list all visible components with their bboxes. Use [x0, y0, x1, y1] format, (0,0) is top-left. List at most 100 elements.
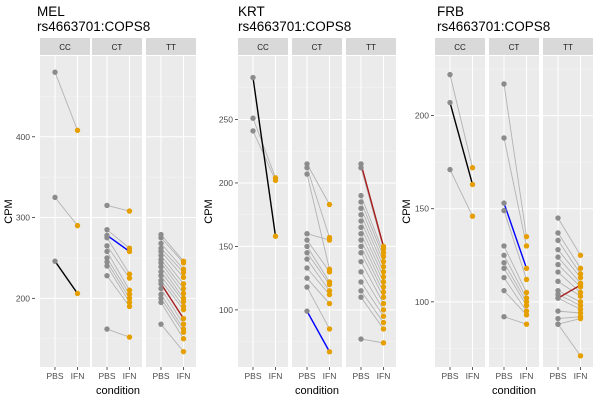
series-line	[360, 252, 384, 298]
series-line	[106, 237, 130, 275]
data-point-ifn	[326, 300, 333, 307]
series-line	[557, 217, 581, 256]
panel-background	[92, 56, 142, 367]
series-line	[106, 265, 130, 303]
series-line	[160, 298, 184, 333]
highlight-line	[360, 163, 385, 247]
data-point-ifn	[180, 321, 187, 327]
data-point-ifn	[380, 319, 387, 326]
series-line	[306, 258, 330, 292]
y-tick-label: 300	[16, 213, 30, 223]
data-point-ifn	[326, 291, 333, 298]
panel-background	[346, 56, 396, 367]
chart-title: FRB	[437, 4, 464, 19]
x-tick-label: IFN	[520, 371, 534, 381]
data-point-ifn	[126, 295, 133, 302]
data-point-ifn	[577, 271, 584, 277]
series-line	[360, 167, 384, 250]
panel-background	[489, 56, 539, 367]
data-point-ifn	[380, 284, 387, 290]
x-tick-label: IFN	[269, 371, 283, 381]
data-point-pbs	[358, 288, 364, 294]
data-point-ifn	[380, 294, 387, 300]
series-line	[360, 290, 384, 323]
series-line	[503, 137, 527, 247]
data-point-pbs	[555, 254, 561, 260]
series-line	[503, 268, 527, 306]
series-line	[503, 245, 527, 293]
series-line	[106, 328, 130, 338]
series-line	[557, 271, 581, 293]
data-point-ifn	[380, 258, 387, 265]
x-tick-label: IFN	[377, 371, 391, 381]
series-line	[557, 297, 581, 310]
facet-tt: TT PBS IFN	[146, 38, 196, 381]
data-point-pbs	[358, 218, 364, 224]
data-point-ifn	[523, 289, 530, 296]
facet-strip	[489, 38, 539, 55]
y-tick-label: 400	[16, 132, 30, 142]
facet-strip	[92, 38, 142, 55]
series-line	[449, 74, 473, 168]
data-point-ifn	[523, 233, 530, 240]
data-point-ifn	[380, 274, 387, 280]
data-point-ifn	[577, 310, 584, 316]
data-point-pbs	[104, 273, 110, 279]
data-point-pbs	[358, 258, 364, 265]
data-point-ifn	[380, 246, 387, 252]
data-point-pbs	[250, 115, 256, 121]
x-tick-label: PBS	[441, 371, 458, 381]
chart-subtitle: rs4663701:COPS8	[238, 19, 351, 34]
y-tick-label: 200	[16, 293, 30, 303]
data-point-ifn	[180, 306, 187, 313]
x-tick-label: IFN	[123, 371, 137, 381]
series-line	[360, 220, 384, 272]
data-point-pbs	[104, 243, 110, 249]
data-point-pbs	[555, 295, 561, 301]
series-line	[106, 205, 130, 212]
series-line	[360, 338, 384, 344]
data-point-ifn	[326, 269, 333, 275]
data-point-pbs	[158, 285, 164, 292]
data-point-pbs	[555, 246, 561, 253]
data-point-ifn	[523, 299, 530, 305]
data-point-pbs	[555, 237, 561, 244]
chart-subtitle: rs4663701:COPS8	[37, 19, 150, 34]
series-line	[306, 267, 330, 295]
panel-background	[292, 56, 342, 367]
series-line	[160, 288, 184, 325]
highlight-line	[449, 102, 474, 185]
data-point-ifn	[74, 127, 81, 134]
data-point-ifn	[577, 252, 584, 258]
data-point-ifn	[180, 329, 187, 335]
data-point-ifn	[380, 307, 387, 313]
series-line	[54, 197, 78, 226]
highlight-line	[503, 202, 528, 269]
facet-strip-label: TT	[366, 43, 376, 52]
series-line	[503, 262, 527, 303]
series-line	[557, 323, 581, 357]
facet-strip-label: CT	[312, 43, 323, 52]
facet-strip-label: TT	[166, 43, 176, 52]
data-point-ifn	[577, 274, 584, 281]
series-line	[54, 71, 78, 131]
data-point-pbs	[250, 74, 256, 81]
x-axis-title: condition	[295, 385, 339, 397]
series-line	[306, 233, 330, 241]
data-point-ifn	[577, 315, 584, 322]
data-point-ifn	[126, 275, 133, 281]
series-line	[106, 245, 130, 279]
data-point-ifn	[126, 291, 133, 297]
data-point-pbs	[158, 235, 164, 241]
highlight-line	[306, 310, 331, 353]
series-line	[557, 280, 581, 297]
data-point-pbs	[555, 308, 561, 314]
series-line	[360, 261, 384, 304]
x-tick-label: PBS	[298, 371, 315, 381]
data-point-pbs	[104, 326, 110, 332]
data-point-pbs	[447, 99, 453, 106]
chart-title: MEL	[37, 4, 65, 19]
facet-strip	[346, 38, 396, 55]
data-point-ifn	[180, 336, 187, 342]
